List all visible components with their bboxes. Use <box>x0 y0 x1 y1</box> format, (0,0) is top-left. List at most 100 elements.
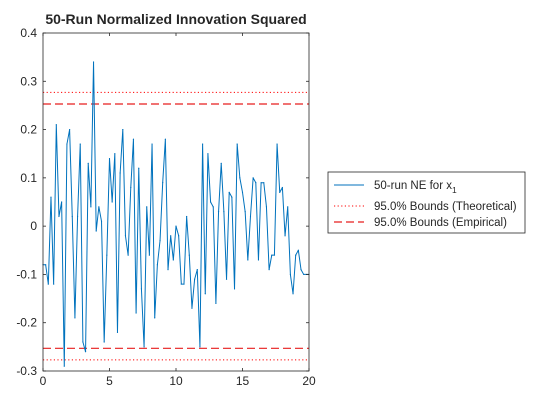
data-point <box>255 182 257 184</box>
data-point <box>207 153 209 155</box>
data-point <box>244 211 246 213</box>
data-point <box>247 259 249 261</box>
data-point <box>260 182 262 184</box>
data-point <box>271 254 273 256</box>
x-tick-label: 5 <box>106 374 113 388</box>
data-point <box>252 177 254 179</box>
data-point <box>92 61 95 63</box>
data-point <box>303 273 305 276</box>
x-tick-label: 10 <box>169 374 183 388</box>
data-point <box>98 206 100 208</box>
data-point <box>58 215 60 218</box>
data-point <box>186 215 188 218</box>
data-point <box>148 254 150 256</box>
data-point <box>265 206 268 208</box>
data-point <box>47 283 49 285</box>
data-point <box>257 259 260 261</box>
data-point <box>273 254 276 256</box>
data-point <box>69 128 71 131</box>
data-point <box>212 206 214 208</box>
data-point <box>162 182 164 184</box>
chart-title: 50-Run Normalized Innovation Squared <box>45 11 306 27</box>
data-point <box>106 254 108 256</box>
data-point <box>159 240 161 242</box>
legend-box <box>327 171 526 234</box>
data-point <box>76 215 79 218</box>
data-point <box>276 143 278 145</box>
data-point <box>82 341 84 343</box>
data-point <box>122 128 124 131</box>
data-point <box>156 264 158 266</box>
data-point <box>202 143 204 145</box>
data-point <box>228 191 230 193</box>
data-point <box>279 191 281 193</box>
data-point <box>130 186 132 189</box>
y-tick-label: 0.2 <box>20 123 37 137</box>
legend-label-subscript: 1 <box>452 185 457 195</box>
data-point <box>231 196 233 198</box>
data-point <box>146 206 148 208</box>
data-point <box>287 206 289 208</box>
data-point <box>50 196 52 198</box>
data-point <box>239 177 241 179</box>
data-point <box>74 317 76 319</box>
data-point <box>217 211 220 213</box>
y-axis: -0.3 -0.2 -0.1 0 0.1 0.2 0.3 0.4 <box>16 26 309 378</box>
data-point <box>154 317 156 319</box>
data-point <box>167 269 169 271</box>
data-point <box>135 312 137 314</box>
data-point <box>175 225 177 227</box>
data-point <box>225 278 228 280</box>
data-point <box>79 143 81 145</box>
data-point <box>204 293 206 295</box>
data-point <box>71 215 73 218</box>
y-tick-label: -0.2 <box>16 316 37 330</box>
data-point <box>268 269 270 271</box>
data-point <box>300 269 302 271</box>
data-point <box>199 346 201 348</box>
data-point <box>45 264 47 266</box>
data-point <box>87 162 89 164</box>
data-point <box>241 191 244 193</box>
data-point <box>188 254 190 256</box>
data-point <box>132 138 135 140</box>
data-point <box>281 186 283 189</box>
x-tick-label: 0 <box>40 374 47 388</box>
reference-lines <box>43 91 309 361</box>
data-point <box>143 346 145 348</box>
data-point <box>114 153 116 155</box>
data-point <box>151 143 153 145</box>
data-point <box>127 254 129 256</box>
data-point <box>249 215 252 218</box>
data-point <box>108 157 111 160</box>
data-point <box>178 235 180 237</box>
data-point <box>53 283 55 285</box>
data-point <box>236 143 238 145</box>
data-point <box>103 341 105 343</box>
y-tick-label: -0.3 <box>16 364 37 378</box>
data-point <box>90 206 92 208</box>
data-point <box>66 143 68 145</box>
data-point <box>95 230 97 232</box>
data-point <box>119 172 121 174</box>
data-point <box>138 167 140 169</box>
data-point <box>116 331 119 333</box>
data-point <box>61 201 63 203</box>
series-layer <box>42 61 310 367</box>
data-point <box>289 273 291 276</box>
data-point <box>63 365 65 367</box>
data-point <box>124 235 127 237</box>
y-tick-label: -0.1 <box>16 267 37 281</box>
legend-label-theoretical: 95.0% Bounds (Theoretical) <box>374 201 517 213</box>
data-point <box>215 302 217 304</box>
y-tick-label: 0.1 <box>20 171 37 185</box>
data-point <box>295 254 297 256</box>
data-point <box>84 351 87 353</box>
data-point <box>209 201 212 203</box>
data-point <box>220 162 222 164</box>
data-point <box>170 235 172 237</box>
legend-label-empirical: 95.0% Bounds (Empirical) <box>374 217 507 229</box>
legend-label-series: 50-run NE for x1 <box>374 180 457 195</box>
data-point <box>140 288 143 290</box>
